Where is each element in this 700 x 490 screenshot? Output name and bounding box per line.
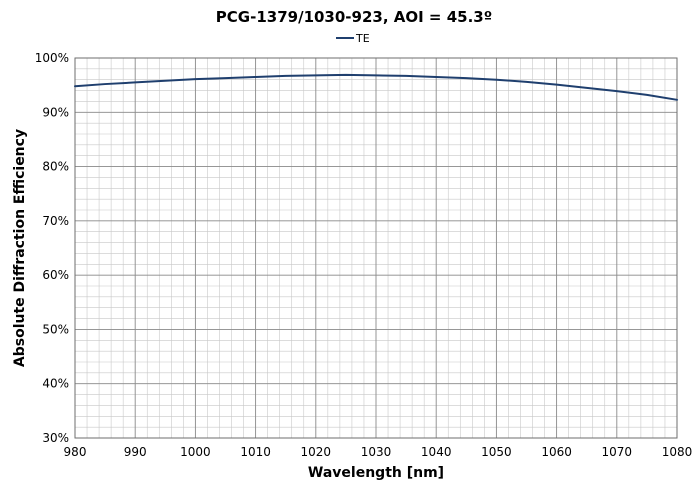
y-tick-label: 70% [42, 214, 69, 228]
x-tick-label: 990 [124, 445, 147, 459]
x-axis-ticks: 980 990 1000 1010 1020 1030 1040 1050 1060 1070 10… [64, 445, 693, 459]
legend-label-te: TE [355, 32, 370, 45]
x-tick-label: 1060 [541, 445, 572, 459]
legend: TE [336, 32, 370, 45]
plot-area [74, 57, 678, 439]
y-tick-label: 100% [35, 51, 69, 65]
series-layer [74, 73, 678, 101]
y-axis-title: Absolute Diffraction Efficiency [12, 129, 28, 367]
x-tick-label: 1070 [602, 445, 633, 459]
y-tick-label: 40% [42, 377, 69, 391]
chart-title: PCG-1379/1030-923, AOI = 45.3º [216, 8, 492, 26]
y-tick-label: 60% [42, 268, 69, 282]
x-tick-label: 1030 [361, 445, 392, 459]
x-tick-label: 1000 [180, 445, 211, 459]
series-line-te [74, 73, 678, 101]
x-tick-label: 980 [64, 445, 87, 459]
x-axis-title: Wavelength [nm] [308, 465, 444, 481]
x-tick-label: 1050 [481, 445, 512, 459]
y-tick-label: 90% [42, 105, 69, 119]
y-tick-label: 80% [42, 160, 69, 174]
x-tick-label: 1040 [421, 445, 452, 459]
y-tick-label: 50% [42, 322, 69, 336]
x-tick-label: 1080 [662, 445, 693, 459]
y-tick-label: 30% [42, 431, 69, 445]
y-axis-ticks: 30% 40% 50% 60% 70% 80% 90% 100% [35, 51, 69, 445]
x-tick-label: 1010 [240, 445, 271, 459]
x-tick-label: 1020 [301, 445, 332, 459]
major-gridlines [74, 57, 678, 439]
